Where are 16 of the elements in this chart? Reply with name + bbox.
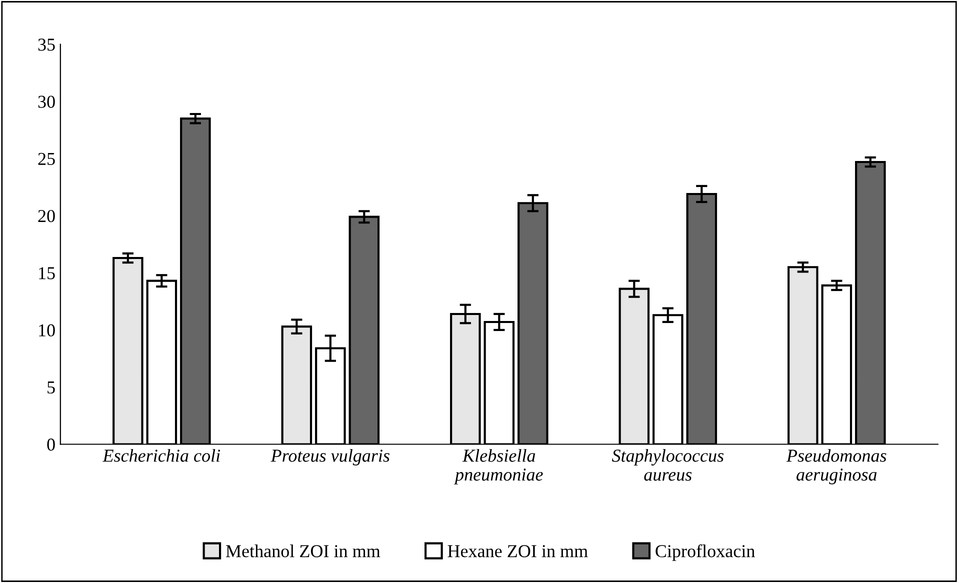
x-tick-label: Proteus vulgaris: [270, 449, 390, 466]
x-tick-label: Escherichia coli: [102, 449, 220, 462]
x-tick-label: Pseudomonas aeruginosa: [786, 449, 886, 484]
legend-label: Ciprofloxacin: [656, 544, 755, 561]
y-tick-label: 35: [38, 38, 55, 51]
x-tick-label: Klebsiella pneumoniae: [454, 449, 543, 484]
x-tick-label: Staphylococcus aureus: [612, 449, 724, 481]
y-tick-label: 30: [38, 96, 55, 108]
y-tick-label: 0: [47, 438, 55, 451]
legend-label: Hexane ZOI in mm: [448, 545, 588, 558]
y-tick-label: 10: [39, 324, 55, 336]
y-tick-label: 20: [38, 210, 55, 222]
legend-label: Methanol ZOI in mm: [226, 544, 380, 558]
y-tick-label: 5: [48, 382, 55, 394]
y-tick-label: 25: [38, 152, 55, 166]
y-tick-label: 15: [39, 267, 55, 280]
